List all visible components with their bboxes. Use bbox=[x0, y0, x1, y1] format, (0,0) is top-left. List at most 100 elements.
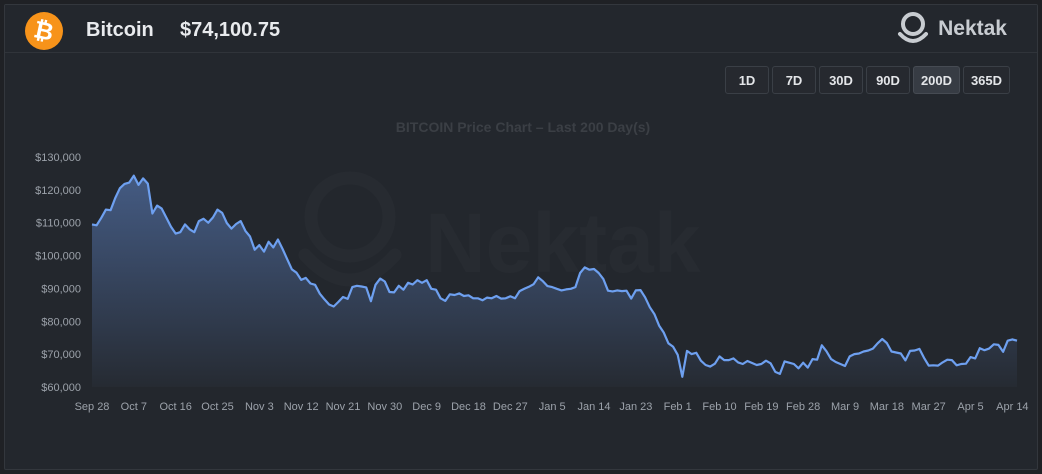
data-point[interactable] bbox=[303, 275, 309, 281]
data-point[interactable] bbox=[777, 371, 783, 377]
data-point[interactable] bbox=[168, 224, 174, 230]
data-point[interactable] bbox=[540, 278, 546, 284]
data-point[interactable] bbox=[656, 323, 662, 329]
data-point[interactable] bbox=[177, 229, 183, 235]
range-button-90d[interactable]: 90D bbox=[866, 66, 910, 94]
data-point[interactable] bbox=[284, 256, 290, 262]
data-point[interactable] bbox=[210, 215, 216, 221]
data-point[interactable] bbox=[819, 342, 825, 348]
data-point[interactable] bbox=[591, 266, 597, 272]
data-point[interactable] bbox=[712, 361, 718, 367]
data-point[interactable] bbox=[875, 340, 881, 346]
data-point[interactable] bbox=[270, 244, 276, 250]
data-point[interactable] bbox=[149, 211, 155, 217]
data-point[interactable] bbox=[331, 304, 337, 310]
data-point[interactable] bbox=[898, 351, 904, 357]
data-point[interactable] bbox=[572, 284, 578, 290]
data-point[interactable] bbox=[791, 361, 797, 367]
data-point[interactable] bbox=[842, 363, 848, 369]
data-point[interactable] bbox=[256, 242, 262, 248]
data-point[interactable] bbox=[163, 215, 169, 221]
data-point[interactable] bbox=[1000, 349, 1006, 355]
range-button-30d[interactable]: 30D bbox=[819, 66, 863, 94]
data-point[interactable] bbox=[628, 296, 634, 302]
data-point[interactable] bbox=[335, 299, 341, 305]
data-point[interactable] bbox=[252, 247, 258, 253]
data-point[interactable] bbox=[577, 270, 583, 276]
data-point[interactable] bbox=[596, 270, 602, 276]
data-point[interactable] bbox=[368, 298, 374, 304]
data-point[interactable] bbox=[963, 361, 969, 367]
data-point[interactable] bbox=[800, 360, 806, 366]
data-point[interactable] bbox=[916, 346, 922, 352]
data-point[interactable] bbox=[205, 220, 211, 226]
data-point[interactable] bbox=[902, 357, 908, 363]
data-point[interactable] bbox=[219, 210, 225, 216]
data-point[interactable] bbox=[661, 330, 667, 336]
range-button-200d[interactable]: 200D bbox=[913, 66, 960, 94]
data-point[interactable] bbox=[1014, 338, 1020, 344]
data-point[interactable] bbox=[651, 311, 657, 317]
data-point[interactable] bbox=[410, 282, 416, 288]
range-button-1d[interactable]: 1D bbox=[725, 66, 769, 94]
data-point[interactable] bbox=[823, 348, 829, 354]
data-point[interactable] bbox=[642, 294, 648, 300]
data-point[interactable] bbox=[884, 340, 890, 346]
data-point[interactable] bbox=[373, 282, 379, 288]
data-point[interactable] bbox=[995, 342, 1001, 348]
data-point[interactable] bbox=[108, 207, 114, 213]
data-point[interactable] bbox=[693, 350, 699, 356]
data-point[interactable] bbox=[679, 374, 685, 380]
data-point[interactable] bbox=[98, 215, 104, 221]
data-point[interactable] bbox=[247, 234, 253, 240]
data-point[interactable] bbox=[131, 173, 137, 179]
range-button-7d[interactable]: 7D bbox=[772, 66, 816, 94]
data-point[interactable] bbox=[294, 270, 300, 276]
data-point[interactable] bbox=[391, 289, 397, 295]
data-point[interactable] bbox=[796, 365, 802, 371]
data-point[interactable] bbox=[424, 277, 430, 283]
data-point[interactable] bbox=[201, 216, 207, 222]
data-point[interactable] bbox=[321, 296, 327, 302]
data-point[interactable] bbox=[266, 239, 272, 245]
data-point[interactable] bbox=[531, 281, 537, 287]
data-point[interactable] bbox=[731, 355, 737, 361]
data-point[interactable] bbox=[396, 283, 402, 289]
data-point[interactable] bbox=[814, 357, 820, 363]
data-point[interactable] bbox=[717, 353, 723, 359]
data-point[interactable] bbox=[140, 175, 146, 181]
data-point[interactable] bbox=[768, 360, 774, 366]
data-point[interactable] bbox=[312, 282, 318, 288]
data-point[interactable] bbox=[182, 221, 188, 227]
data-point[interactable] bbox=[624, 288, 630, 294]
data-point[interactable] bbox=[972, 355, 978, 361]
data-point[interactable] bbox=[870, 346, 876, 352]
data-point[interactable] bbox=[126, 180, 132, 186]
data-point[interactable] bbox=[275, 237, 281, 243]
data-point[interactable] bbox=[805, 365, 811, 371]
data-point[interactable] bbox=[638, 287, 644, 293]
data-point[interactable] bbox=[136, 182, 142, 188]
data-point[interactable] bbox=[400, 287, 406, 293]
data-point[interactable] bbox=[535, 274, 541, 280]
data-point[interactable] bbox=[345, 296, 351, 302]
data-point[interactable] bbox=[382, 279, 388, 285]
data-point[interactable] bbox=[261, 249, 267, 255]
data-point[interactable] bbox=[921, 355, 927, 361]
data-point[interactable] bbox=[159, 206, 165, 212]
data-point[interactable] bbox=[986, 346, 992, 352]
data-point[interactable] bbox=[228, 226, 234, 232]
data-point[interactable] bbox=[112, 195, 118, 201]
data-point[interactable] bbox=[224, 220, 230, 226]
data-point[interactable] bbox=[949, 357, 955, 363]
data-point[interactable] bbox=[317, 291, 323, 297]
data-point[interactable] bbox=[94, 222, 100, 228]
data-point[interactable] bbox=[145, 181, 151, 187]
data-point[interactable] bbox=[879, 336, 885, 342]
data-point[interactable] bbox=[191, 229, 197, 235]
data-point[interactable] bbox=[363, 284, 369, 290]
data-point[interactable] bbox=[442, 298, 448, 304]
data-point[interactable] bbox=[670, 344, 676, 350]
data-point[interactable] bbox=[698, 358, 704, 364]
data-point[interactable] bbox=[117, 185, 123, 191]
